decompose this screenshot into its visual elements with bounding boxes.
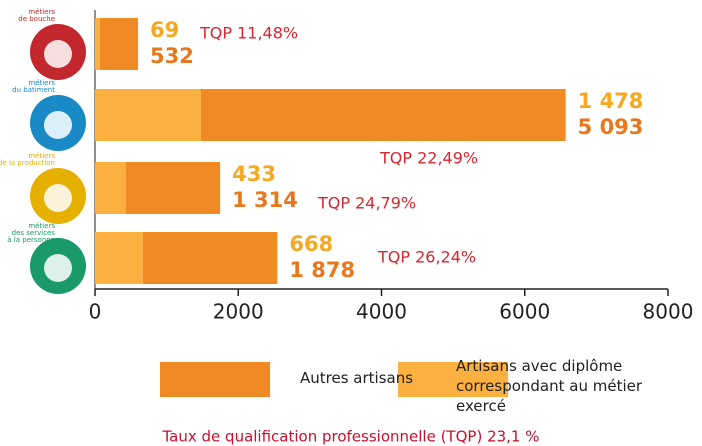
- tqp-annotation: TQP 26,24%: [377, 248, 476, 267]
- bar-segment: [142, 232, 278, 284]
- category-label-line: de la production: [0, 159, 55, 167]
- legend-swatch: [160, 362, 270, 397]
- legend-label: Autres artisans: [300, 369, 414, 387]
- category-label: métiers du batiment: [12, 79, 55, 94]
- footer: Taux de qualification professionnelle (T…: [162, 428, 540, 446]
- category-label-line: métiers: [28, 222, 55, 230]
- bar-segment: [99, 18, 139, 70]
- category-label-line: à la personne: [7, 236, 55, 244]
- bar-segment: [95, 89, 201, 141]
- value-label: 5 093: [578, 115, 644, 139]
- category-icon-inner: [44, 40, 72, 68]
- category-label: métiers de la production: [0, 152, 55, 167]
- category-label: métiers des services à la personne: [7, 222, 55, 244]
- category-label-line: métiers: [28, 8, 55, 16]
- category-label-line: de bouche: [18, 15, 55, 23]
- category-label: métiers de bouche: [18, 8, 55, 23]
- category-label-line: du batiment: [12, 86, 55, 94]
- legend-swatch: [398, 362, 508, 397]
- legend-entry: Autres artisans: [300, 369, 414, 387]
- legend-label: Artisans avec diplôme correspondant au m…: [456, 357, 643, 415]
- tqp-annotation: TQP 22,49%: [379, 149, 478, 168]
- value-label: 69: [150, 18, 179, 42]
- bar-segment: [95, 232, 143, 284]
- value-label: 668: [289, 232, 333, 256]
- category-icon-inner: [44, 111, 72, 139]
- x-tick-label: 8000: [643, 300, 694, 324]
- x-tick-label: 4000: [356, 300, 407, 324]
- value-label: 1 478: [578, 89, 644, 113]
- tqp-annotation: TQP 24,79%: [317, 194, 416, 213]
- value-label: 433: [232, 162, 276, 186]
- category-label-line: métiers: [28, 79, 55, 87]
- x-tick-label: 6000: [499, 300, 550, 324]
- bar-segment: [95, 18, 100, 70]
- bar-segment: [126, 162, 221, 214]
- value-label: 532: [150, 44, 194, 68]
- category-label-line: des services: [12, 229, 56, 237]
- legend-entry: Artisans avec diplôme correspondant au m…: [456, 357, 643, 415]
- bar-segment: [200, 89, 566, 141]
- category-icon-inner: [44, 254, 72, 282]
- x-tick-label: 2000: [213, 300, 264, 324]
- tqp-annotation: TQP 11,48%: [199, 24, 298, 43]
- x-tick-label: 0: [89, 300, 102, 324]
- category-label-line: métiers: [28, 152, 55, 160]
- bar-segment: [95, 162, 127, 214]
- category-icon-inner: [44, 184, 72, 212]
- value-label: 1 314: [232, 188, 298, 212]
- value-label: 1 878: [289, 258, 355, 282]
